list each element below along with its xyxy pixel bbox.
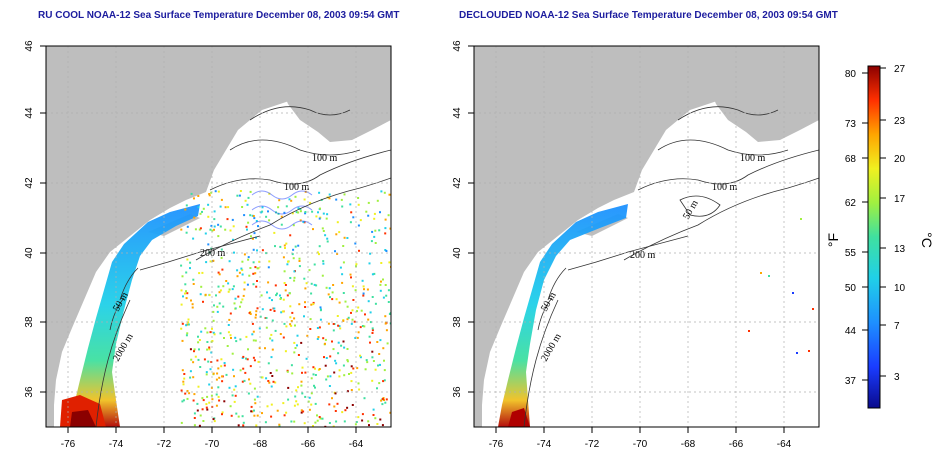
y-tick-label: 36 — [452, 386, 463, 398]
fahrenheit-tick-label: 62 — [845, 198, 857, 209]
bathymetry-contours — [523, 106, 819, 427]
contour-label: 100 m — [312, 153, 338, 164]
celsius-tick-label: 7 — [894, 321, 900, 332]
x-tick-label: -72 — [585, 439, 600, 450]
contour-label: 100 m — [284, 182, 310, 193]
y-tick-label: 46 — [24, 40, 35, 52]
x-tick-label: -64 — [349, 439, 364, 450]
x-tick-label: -66 — [729, 439, 744, 450]
sst-speckles — [748, 218, 814, 354]
x-tick-label: -68 — [253, 439, 268, 450]
x-tick-label: -70 — [205, 439, 220, 450]
fahrenheit-tick-label: 37 — [845, 376, 857, 387]
celsius-tick-label: 10 — [894, 283, 906, 294]
right-panel-title: DECLOUDED NOAA-12 Sea Surface Temperatur… — [459, 10, 838, 21]
fahrenheit-tick-label: 80 — [845, 69, 857, 80]
x-tick-label: -68 — [681, 439, 696, 450]
x-tick-label: -74 — [537, 439, 552, 450]
sst-speckles — [180, 190, 391, 427]
y-tick-label: 40 — [24, 247, 35, 259]
coastal-sst-band — [70, 204, 200, 427]
contour-label: 200 m — [630, 250, 656, 261]
x-tick-label: -76 — [489, 439, 504, 450]
colorbar — [867, 65, 881, 409]
x-tick-label: -70 — [633, 439, 648, 450]
celsius-tick-label: 3 — [894, 372, 900, 383]
celsius-unit-label: °C — [919, 232, 935, 248]
x-tick-label: -74 — [109, 439, 124, 450]
x-tick-label: -76 — [61, 439, 76, 450]
y-tick-label: 38 — [24, 316, 35, 328]
contour-label: 200 m — [200, 248, 226, 259]
x-tick-label: -66 — [301, 439, 316, 450]
fahrenheit-tick-label: 44 — [845, 326, 857, 337]
left-plot-frame — [45, 45, 392, 428]
celsius-tick-label: 20 — [894, 154, 906, 165]
celsius-tick-label: 27 — [894, 64, 906, 75]
celsius-tick-label: 13 — [894, 244, 906, 255]
y-tick-label: 38 — [452, 316, 463, 328]
left-map: 100 m 100 m 200 m 50 m 2000 m — [46, 46, 391, 427]
y-tick-label: 36 — [24, 386, 35, 398]
x-tick-label: -64 — [777, 439, 792, 450]
bathymetry-contours — [95, 106, 391, 427]
land-mass — [474, 46, 819, 427]
y-tick-label: 40 — [452, 247, 463, 259]
y-tick-label: 44 — [452, 107, 463, 119]
fahrenheit-tick-label: 68 — [845, 154, 857, 165]
fahrenheit-tick-label: 73 — [845, 119, 857, 130]
right-map: 100 m 100 m 50 m 200 m 50 m 2000 m — [474, 46, 819, 427]
contour-label: 100 m — [740, 153, 766, 164]
x-tick-label: -72 — [157, 439, 172, 450]
left-panel-title: RU COOL NOAA-12 Sea Surface Temperature … — [38, 10, 400, 21]
celsius-tick-label: 17 — [894, 194, 906, 205]
y-tick-label: 42 — [24, 177, 35, 189]
fahrenheit-unit-label: °F — [825, 233, 841, 247]
fahrenheit-tick-label: 50 — [845, 283, 857, 294]
y-tick-label: 42 — [452, 177, 463, 189]
right-plot-frame — [473, 45, 820, 428]
y-tick-label: 46 — [452, 40, 463, 52]
land-mass — [46, 46, 391, 427]
celsius-tick-label: 23 — [894, 116, 906, 127]
contour-label: 100 m — [712, 182, 738, 193]
y-tick-label: 44 — [24, 107, 35, 119]
fahrenheit-tick-label: 55 — [845, 248, 857, 259]
coastal-sst-band — [498, 204, 628, 427]
